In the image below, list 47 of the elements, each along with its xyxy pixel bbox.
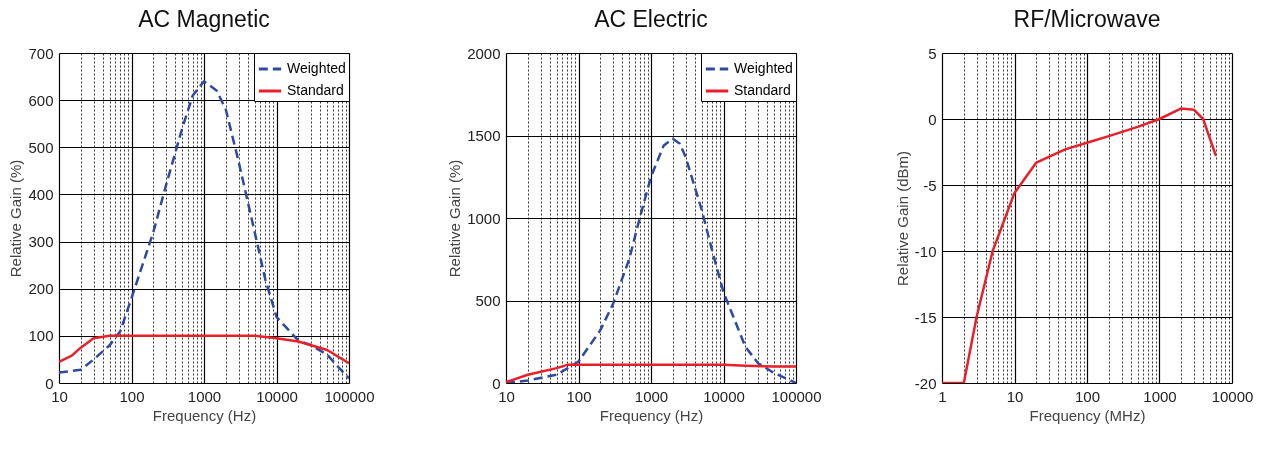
x-tick-label: 100000 [771, 387, 822, 405]
y-tick-label: 500 [28, 138, 54, 156]
y-tick-label: -15 [914, 308, 937, 326]
y-axis-title: Relative Gain (dBm) [893, 150, 911, 287]
chart-title: RF/Microwave [1013, 6, 1161, 32]
y-tick-label: 400 [28, 185, 54, 203]
y-axis-title: Relative Gain (%) [7, 159, 25, 278]
x-tick-label: 1000 [634, 387, 669, 405]
x-tick-label: 1000 [187, 387, 222, 405]
x-tick-label: 10 [498, 387, 515, 405]
y-axis-title: Relative Gain (%) [446, 159, 464, 278]
chart-title: AC Electric [594, 6, 708, 32]
legend-label: Weighted [287, 60, 346, 76]
y-tick-label: 200 [28, 280, 54, 298]
x-tick-label: 100 [1074, 387, 1101, 405]
x-tick-label: 100000 [324, 387, 375, 405]
y-tick-label: -10 [914, 242, 937, 260]
y-tick-label: 0 [45, 374, 54, 392]
x-tick-label: 10 [1006, 387, 1024, 405]
x-axis-title: Frequency (MHz) [1029, 406, 1146, 424]
x-tick-label: 10 [51, 387, 68, 405]
x-tick-label: 10000 [1211, 387, 1254, 405]
x-tick-label: 1000 [1143, 387, 1177, 405]
chart-title: AC Magnetic [138, 6, 270, 32]
x-axis-title: Frequency (Hz) [152, 406, 257, 424]
legend-label: Standard [287, 82, 344, 98]
y-tick-label: 0 [928, 110, 937, 128]
x-tick-label: 100 [566, 387, 592, 405]
y-tick-label: 700 [28, 44, 54, 62]
y-tick-label: -5 [923, 176, 937, 194]
y-tick-label: 600 [28, 91, 54, 109]
x-tick-label: 10000 [256, 387, 298, 405]
y-tick-label: 5 [928, 44, 937, 62]
y-tick-label: 300 [28, 233, 54, 251]
y-tick-label: 2000 [467, 44, 501, 62]
y-tick-label: 1500 [467, 127, 501, 144]
y-tick-label: 500 [475, 292, 501, 309]
y-tick-label: 0 [492, 374, 501, 392]
x-axis-title: Frequency (Hz) [599, 406, 704, 424]
x-tick-label: 100 [119, 387, 145, 405]
x-tick-label: 10000 [703, 387, 745, 405]
y-tick-label: 100 [28, 327, 54, 345]
legend-label: Standard [734, 82, 791, 98]
y-tick-label: 1000 [467, 209, 501, 227]
x-tick-label: 1 [938, 387, 947, 405]
y-tick-label: -20 [914, 374, 937, 392]
legend-label: Weighted [734, 60, 793, 76]
